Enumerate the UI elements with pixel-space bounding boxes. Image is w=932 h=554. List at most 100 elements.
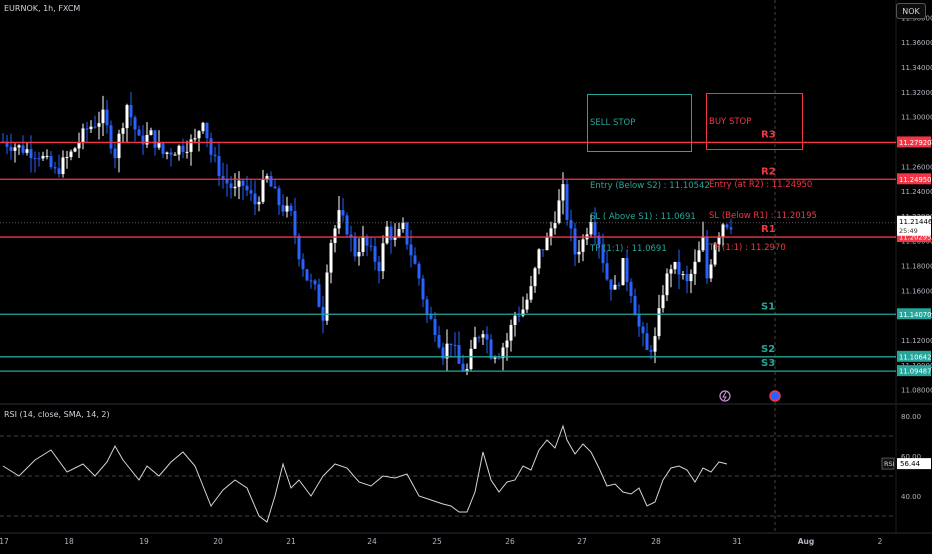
- candle-body: [21, 145, 25, 153]
- candle-body: [385, 226, 389, 244]
- candle-body: [461, 363, 465, 371]
- candle-body: [613, 284, 617, 290]
- candle-body: [501, 347, 505, 359]
- candle-body: [149, 130, 153, 135]
- level-price-badge-s1: [897, 308, 931, 320]
- candle-body: [489, 339, 493, 359]
- candle-body: [457, 345, 461, 364]
- candle-body: [493, 357, 497, 359]
- candle-body: [465, 369, 469, 371]
- candle-body: [481, 334, 485, 338]
- time-axis-tick-4: 21: [286, 537, 296, 546]
- candle-body: [221, 176, 225, 179]
- candle-body: [389, 226, 393, 240]
- candle-body: [209, 138, 213, 155]
- candle-body: [57, 168, 61, 175]
- candle-body: [349, 234, 353, 238]
- candle-body: [497, 357, 501, 359]
- candle-body: [705, 236, 709, 279]
- candle-body: [397, 229, 401, 237]
- level-price-label-s2: 11.10642: [899, 353, 931, 361]
- candle-body: [561, 184, 565, 201]
- candle-body: [249, 190, 253, 194]
- time-axis-tick-5: 24: [367, 537, 377, 546]
- candle-body: [289, 205, 293, 211]
- candle-body: [277, 188, 281, 206]
- level-name-r3: R3: [761, 129, 776, 140]
- time-axis-tick-3: 20: [213, 537, 223, 546]
- rsi-axis-tick-60: 60.00: [901, 453, 921, 461]
- candle-body: [597, 235, 601, 245]
- time-axis-tick-12: 2: [878, 537, 883, 546]
- candle-body: [717, 236, 721, 245]
- candle-body: [413, 255, 417, 264]
- time-axis-tick-2: 19: [139, 537, 149, 546]
- candle-body: [73, 148, 77, 152]
- candle-body: [17, 145, 21, 148]
- candle-body: [681, 274, 685, 276]
- currency-button[interactable]: NOK: [896, 3, 926, 19]
- candle-body: [261, 179, 265, 202]
- level-price-badge-s3: [897, 365, 931, 377]
- candle-body: [509, 324, 513, 341]
- lightning-event-icon[interactable]: [719, 390, 731, 402]
- candle-body: [521, 309, 525, 316]
- candle-body: [417, 263, 421, 279]
- candle-body: [537, 249, 541, 269]
- candle-body: [441, 347, 445, 359]
- rsi-name-label: RSI: [884, 460, 895, 468]
- current-price-badge: [897, 215, 931, 236]
- candle-body: [293, 210, 297, 236]
- candle-body: [177, 145, 181, 155]
- sell-stop-annotation: SELL STOP Entry (Below S2) : 11.10542 SL…: [587, 94, 710, 254]
- price-axis-tick-11: 11.16000: [901, 287, 932, 295]
- candle-body: [437, 334, 441, 348]
- economic-event-icon[interactable]: [769, 390, 781, 402]
- candle-body: [401, 222, 405, 230]
- level-price-label-s1: 11.14070: [899, 311, 931, 319]
- level-price-label-r3: 11.27920: [899, 139, 931, 147]
- candle-body: [25, 149, 29, 153]
- buy-stop-annotation: BUY STOP Entry (at R2) : 11.24950 SL (Be…: [706, 93, 817, 253]
- candle-body: [625, 258, 629, 282]
- candle-body: [109, 125, 113, 149]
- candle-body: [85, 128, 89, 130]
- candle-body: [333, 228, 337, 244]
- candle-body: [529, 286, 533, 300]
- candle-body: [485, 334, 489, 340]
- candle-body: [217, 156, 221, 177]
- candle-body: [381, 243, 385, 272]
- price-axis-tick-13: 11.12000: [901, 337, 932, 345]
- candle-body: [709, 264, 713, 279]
- time-axis-tick-9: 28: [651, 537, 661, 546]
- candle-body: [713, 244, 717, 265]
- candle-body: [549, 228, 553, 238]
- candle-body: [657, 308, 661, 337]
- candle-body: [361, 236, 365, 252]
- candle-body: [93, 126, 97, 128]
- candle-body: [117, 133, 121, 159]
- countdown-label: 25:49: [899, 227, 918, 235]
- time-axis-tick-11: Aug: [798, 537, 815, 546]
- level-price-label-r1: 11.20295: [899, 234, 931, 242]
- candle-body: [365, 236, 369, 246]
- candle-body: [477, 337, 481, 339]
- level-name-s2: S2: [761, 344, 775, 355]
- candle-body: [469, 348, 473, 370]
- candle-body: [557, 200, 561, 224]
- level-price-label-r2: 11.24950: [899, 176, 931, 184]
- candle-body: [653, 336, 657, 352]
- current-price-label: 11.21446: [899, 218, 932, 226]
- candle-body: [161, 142, 165, 154]
- candle-body: [257, 201, 261, 205]
- rsi-panel: 80.00 60.00 40.00 RSI 56.44: [0, 413, 931, 523]
- rsi-name-badge: [881, 457, 895, 470]
- rsi-axis-tick-40: 40.00: [901, 493, 921, 501]
- price-axis-tick-4: 11.30000: [901, 114, 932, 122]
- candle-body: [101, 109, 105, 124]
- lightning-glyph-icon: [722, 391, 727, 401]
- candle-body: [137, 129, 141, 136]
- candle-body: [273, 186, 277, 189]
- candle-body: [729, 227, 733, 230]
